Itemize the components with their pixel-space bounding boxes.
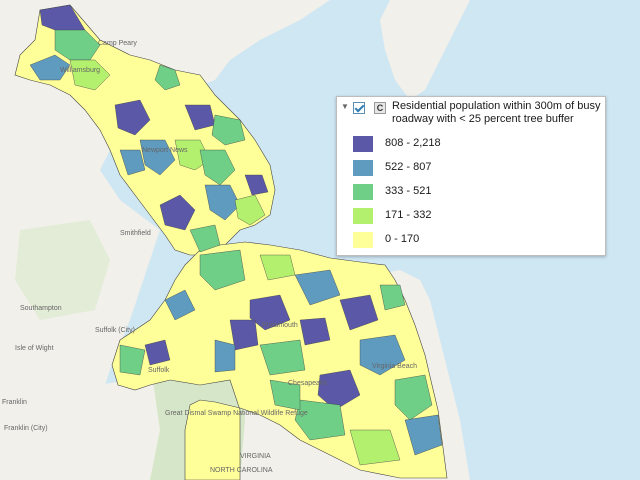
forest-patch-west xyxy=(15,220,110,320)
map-label-isle-of-wight: Isle of Wight xyxy=(15,345,54,352)
tract-patches xyxy=(29,4,443,466)
map-label-virginia: VIRGINIA xyxy=(240,453,271,460)
layer-type-badge: C xyxy=(374,102,386,114)
land-eastern-shore xyxy=(380,0,470,100)
map-label-chesapeake: Chesapeake xyxy=(288,380,327,387)
map-label-north-carolina: NORTH CAROLINA xyxy=(210,467,273,474)
legend-label: 0 - 170 xyxy=(385,233,420,245)
legend-panel: ▼ C Residential population within 300m o… xyxy=(336,96,606,256)
legend-swatch xyxy=(353,160,373,176)
layer-visibility-checkbox[interactable] xyxy=(353,102,365,114)
map-label-portsmouth: Portsmouth xyxy=(262,322,298,329)
map-label-franklin: Franklin xyxy=(2,399,27,406)
map-labels: Camp Peary Williamsburg Newport News Smi… xyxy=(2,40,417,474)
map-label-refuge: Great Dismal Swamp National Wildlife Ref… xyxy=(165,410,308,417)
legend-label: 333 - 521 xyxy=(385,185,432,197)
map-label-virginia-beach: Virginia Beach xyxy=(372,363,417,370)
map-label-suffolk-city: Suffolk (City) xyxy=(95,327,135,334)
map-label-franklin-city: Franklin (City) xyxy=(4,425,48,432)
legend-title: Residential population within 300m of bu… xyxy=(392,100,601,125)
legend-label: 171 - 332 xyxy=(385,209,432,221)
map-label-williamsburg: Williamsburg xyxy=(60,67,100,74)
legend-swatch xyxy=(353,208,373,224)
map-label-camp-peary: Camp Peary xyxy=(98,40,137,47)
map-label-southampton: Southampton xyxy=(20,305,62,312)
legend-swatch xyxy=(353,184,373,200)
collapse-caret-icon[interactable]: ▼ xyxy=(341,102,349,111)
legend-swatch xyxy=(353,232,373,248)
map-label-newport-news: Newport News xyxy=(142,147,188,154)
map-label-suffolk: Suffolk xyxy=(148,367,170,374)
legend-swatch xyxy=(353,136,373,152)
legend-label: 808 - 2,218 xyxy=(385,137,441,149)
legend-header: ▼ C Residential population within 300m o… xyxy=(337,97,605,131)
legend-label: 522 - 807 xyxy=(385,161,432,173)
map-label-smithfield: Smithfield xyxy=(120,230,151,237)
